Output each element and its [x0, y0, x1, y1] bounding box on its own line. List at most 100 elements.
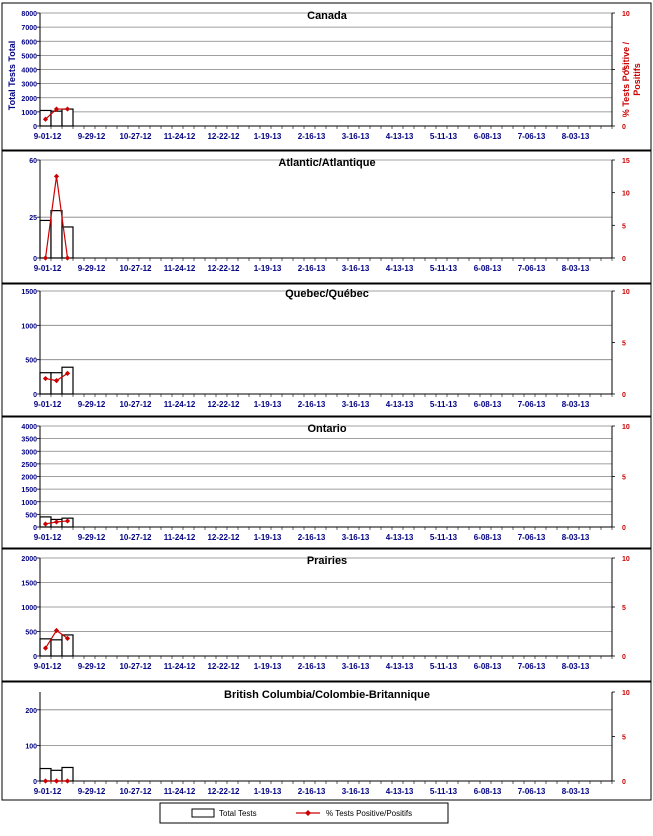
positivity-point: [42, 375, 49, 382]
y2-tick-label: 0: [622, 124, 626, 131]
positivity-point: [53, 627, 60, 634]
legend-line-label: % Tests Positive/Positifs: [326, 809, 412, 818]
y2-tick-label: 10: [622, 191, 630, 198]
y-tick-label: 0: [33, 256, 37, 263]
x-tick-label: 4-13-13: [386, 787, 414, 796]
chart-title: British Columbia/Colombie-Britannique: [224, 689, 430, 701]
x-tick-label: 9-29-12: [78, 132, 106, 141]
x-tick-label: 11-24-12: [164, 787, 196, 796]
positivity-point: [53, 173, 60, 179]
x-tick-label: 9-01-12: [34, 787, 62, 796]
y-tick-label: 3000: [21, 82, 37, 89]
positivity-point: [42, 255, 49, 261]
x-tick-label: 5-11-13: [430, 400, 458, 409]
y-tick-label: 25: [29, 215, 37, 222]
positivity-point: [42, 116, 49, 122]
positivity-point: [53, 778, 60, 784]
x-tick-label: 8-03-13: [562, 662, 590, 671]
x-tick-label: 12-22-12: [207, 264, 240, 273]
y-tick-label: 5000: [21, 53, 37, 60]
x-tick-label: 1-19-13: [254, 264, 282, 273]
x-tick-label: 6-08-13: [474, 787, 502, 796]
chart-panel: 0 500 1000 1500 0 5 10 9-01-12 9-29-12 10-27-12 11…: [1, 283, 652, 417]
x-tick-label: 8-03-13: [562, 400, 590, 409]
y2-tick-label: 10: [622, 289, 630, 296]
legend-line-marker: [305, 810, 311, 816]
x-tick-label: 5-11-13: [430, 787, 458, 796]
bar: [61, 366, 74, 395]
x-tick-label: 4-13-13: [386, 264, 414, 273]
x-tick-label: 3-16-13: [342, 132, 370, 141]
panel-frame: [1, 2, 652, 151]
y-tick-label: 0: [33, 124, 37, 131]
bar: [61, 634, 74, 657]
y-tick-label: 1000: [21, 500, 37, 507]
y-axis-label: Total Tests Total: [7, 41, 17, 111]
y2-tick-label: 5: [622, 605, 626, 612]
x-tick-label: 3-16-13: [342, 662, 370, 671]
x-tick-label: 2-16-13: [298, 533, 326, 542]
positivity-point: [42, 521, 49, 527]
y-tick-label: 0: [33, 779, 37, 786]
y-tick-label: 100: [25, 743, 37, 750]
chart-title: Ontario: [307, 423, 346, 435]
x-tick-label: 7-06-13: [518, 400, 546, 409]
y-tick-label: 1000: [21, 323, 37, 330]
x-tick-label: 10-27-12: [119, 132, 152, 141]
x-tick-label: 9-01-12: [34, 132, 62, 141]
x-tick-label: 1-19-13: [254, 132, 282, 141]
x-tick-label: 4-13-13: [386, 132, 414, 141]
y2-tick-label: 0: [622, 256, 626, 263]
x-tick-label: 4-13-13: [386, 400, 414, 409]
y2-tick-label: 0: [622, 525, 626, 532]
x-tick-label: 7-06-13: [518, 662, 546, 671]
bar: [50, 210, 63, 259]
x-tick-label: 1-19-13: [254, 400, 282, 409]
y-tick-label: 6000: [21, 39, 37, 46]
x-tick-label: 2-16-13: [298, 787, 326, 796]
chart-title: Canada: [307, 10, 348, 22]
x-tick-label: 3-16-13: [342, 787, 370, 796]
positivity-point: [64, 370, 71, 376]
x-tick-label: 2-16-13: [298, 264, 326, 273]
y2-tick-label: 10: [622, 690, 630, 697]
x-tick-label: 7-06-13: [518, 264, 546, 273]
x-tick-label: 7-06-13: [518, 533, 546, 542]
y-tick-label: 1000: [21, 110, 37, 117]
x-tick-label: 9-29-12: [78, 787, 106, 796]
x-tick-label: 9-29-12: [78, 533, 106, 542]
x-tick-label: 8-03-13: [562, 533, 590, 542]
panel-frame: [1, 548, 652, 682]
x-tick-label: 10-27-12: [119, 264, 152, 273]
y2-tick-label: 0: [622, 654, 626, 661]
y-tick-label: 2500: [21, 462, 37, 469]
y2-tick-label: 5: [622, 341, 626, 348]
x-tick-label: 9-29-12: [78, 264, 106, 273]
chart-title: Quebec/Québec: [285, 288, 369, 300]
x-tick-label: 5-11-13: [430, 132, 458, 141]
x-tick-label: 3-16-13: [342, 400, 370, 409]
x-tick-label: 12-22-12: [207, 132, 240, 141]
y-tick-label: 3500: [21, 437, 37, 444]
x-tick-label: 6-08-13: [474, 400, 502, 409]
positivity-point: [64, 518, 71, 524]
x-tick-label: 10-27-12: [119, 787, 152, 796]
y-tick-label: 1500: [21, 487, 37, 494]
positivity-point: [64, 635, 71, 641]
panel-frame: [1, 681, 652, 801]
x-tick-label: 1-19-13: [254, 533, 282, 542]
chart-panel: 0 25 60 0 5 10 15 9-01-12 9-29-12 10-27-12 11-24-1…: [1, 150, 652, 284]
legend-bar-swatch: [191, 808, 215, 818]
chart-title: Atlantic/Atlantique: [278, 157, 375, 169]
chart-panel: 0 500 1000 1500 2000 2500 3000 3500 4000 0 5 10 9-01…: [1, 416, 652, 549]
y2-axis-label-line2: Positifs: [632, 63, 642, 96]
y2-tick-label: 10: [622, 424, 630, 431]
panel-frame: [1, 283, 652, 417]
x-tick-label: 5-11-13: [430, 264, 458, 273]
y2-tick-label: 5: [622, 223, 626, 230]
x-tick-label: 9-01-12: [34, 264, 62, 273]
x-tick-label: 9-29-12: [78, 400, 106, 409]
x-tick-label: 10-27-12: [119, 400, 152, 409]
